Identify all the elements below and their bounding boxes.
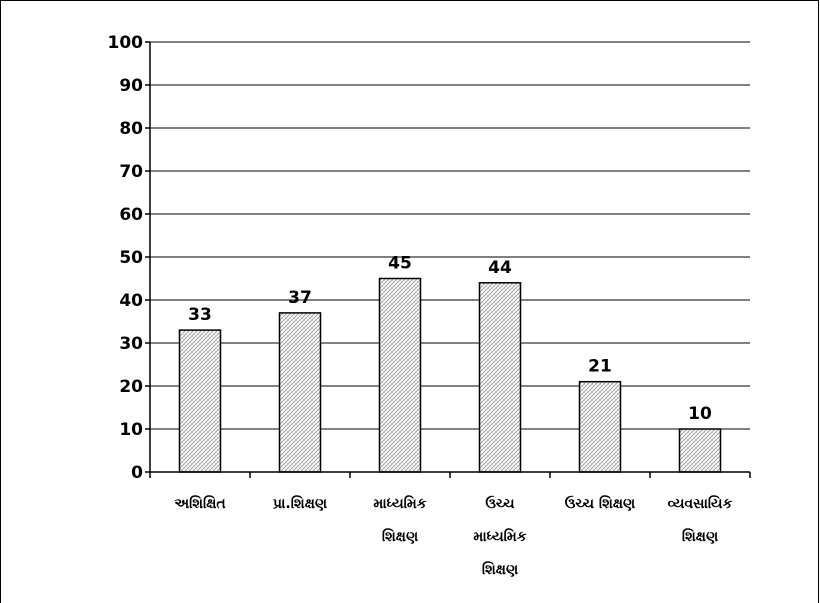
y-tick-label: 0	[131, 463, 143, 483]
x-category-label: ઉચ્ચ શિક્ષણ	[565, 495, 636, 512]
y-tick-label: 30	[119, 334, 143, 354]
x-category-label-line: ઉચ્ચ	[485, 495, 514, 512]
data-label: 37	[288, 288, 312, 308]
x-category-label: પ્રા.શિક્ષણ	[273, 495, 327, 512]
x-category-label: ઉચ્ચ માધ્યમિક શિક્ષણ	[473, 495, 526, 578]
bar	[678, 428, 722, 473]
x-category-label-line: શિક્ષણ	[682, 528, 718, 545]
x-category-label-line: માધ્યમિક	[473, 528, 526, 545]
bar	[378, 277, 422, 473]
y-tick-label: 80	[119, 119, 143, 139]
x-category-label: અશિક્ષિત	[174, 495, 225, 512]
bar	[578, 380, 622, 473]
data-label: 45	[388, 254, 412, 274]
data-label: 10	[688, 404, 712, 424]
y-tick-label: 90	[119, 76, 143, 96]
y-tick-label: 40	[119, 291, 143, 311]
axes	[145, 41, 751, 478]
data-labels: 33 37 45 44 21 10	[188, 254, 712, 425]
y-tick-label: 10	[119, 420, 143, 440]
y-tick-label: 100	[108, 33, 144, 53]
x-category-label-line: વ્યવસાયિક	[668, 495, 733, 512]
x-category-label-line: ઉચ્ચ શિક્ષણ	[565, 495, 636, 512]
x-category-label-line: શિક્ષણ	[382, 528, 418, 545]
y-tick-labels: 0 10 20 30 40 50 60 70 80 90 100	[108, 33, 144, 483]
gridlines	[150, 41, 750, 430]
x-category-label-line: શિક્ષણ	[482, 561, 518, 578]
y-tick-label: 70	[119, 162, 143, 182]
y-tick-label: 60	[119, 205, 143, 225]
bars	[178, 277, 722, 473]
bar	[278, 312, 322, 473]
data-label: 33	[188, 305, 212, 325]
data-label: 21	[588, 357, 612, 377]
x-category-label-line: પ્રા.શિક્ષણ	[273, 495, 327, 512]
x-category-label-line: અશિક્ષિત	[174, 495, 225, 512]
bar	[478, 282, 522, 473]
y-tick-label: 20	[119, 377, 143, 397]
y-tick-label: 50	[119, 248, 143, 268]
data-label: 44	[488, 258, 512, 278]
x-category-label-line: માધ્યમિક	[373, 495, 426, 512]
x-category-label: માધ્યમિક શિક્ષણ	[373, 495, 426, 545]
category-labels: અશિક્ષિત પ્રા.શિક્ષણ માધ્યમિક શિક્ષણ ઉચ્ચ માધ…	[174, 495, 732, 578]
x-category-label: વ્યવસાયિક શિક્ષણ	[668, 495, 733, 545]
bar	[178, 329, 222, 473]
